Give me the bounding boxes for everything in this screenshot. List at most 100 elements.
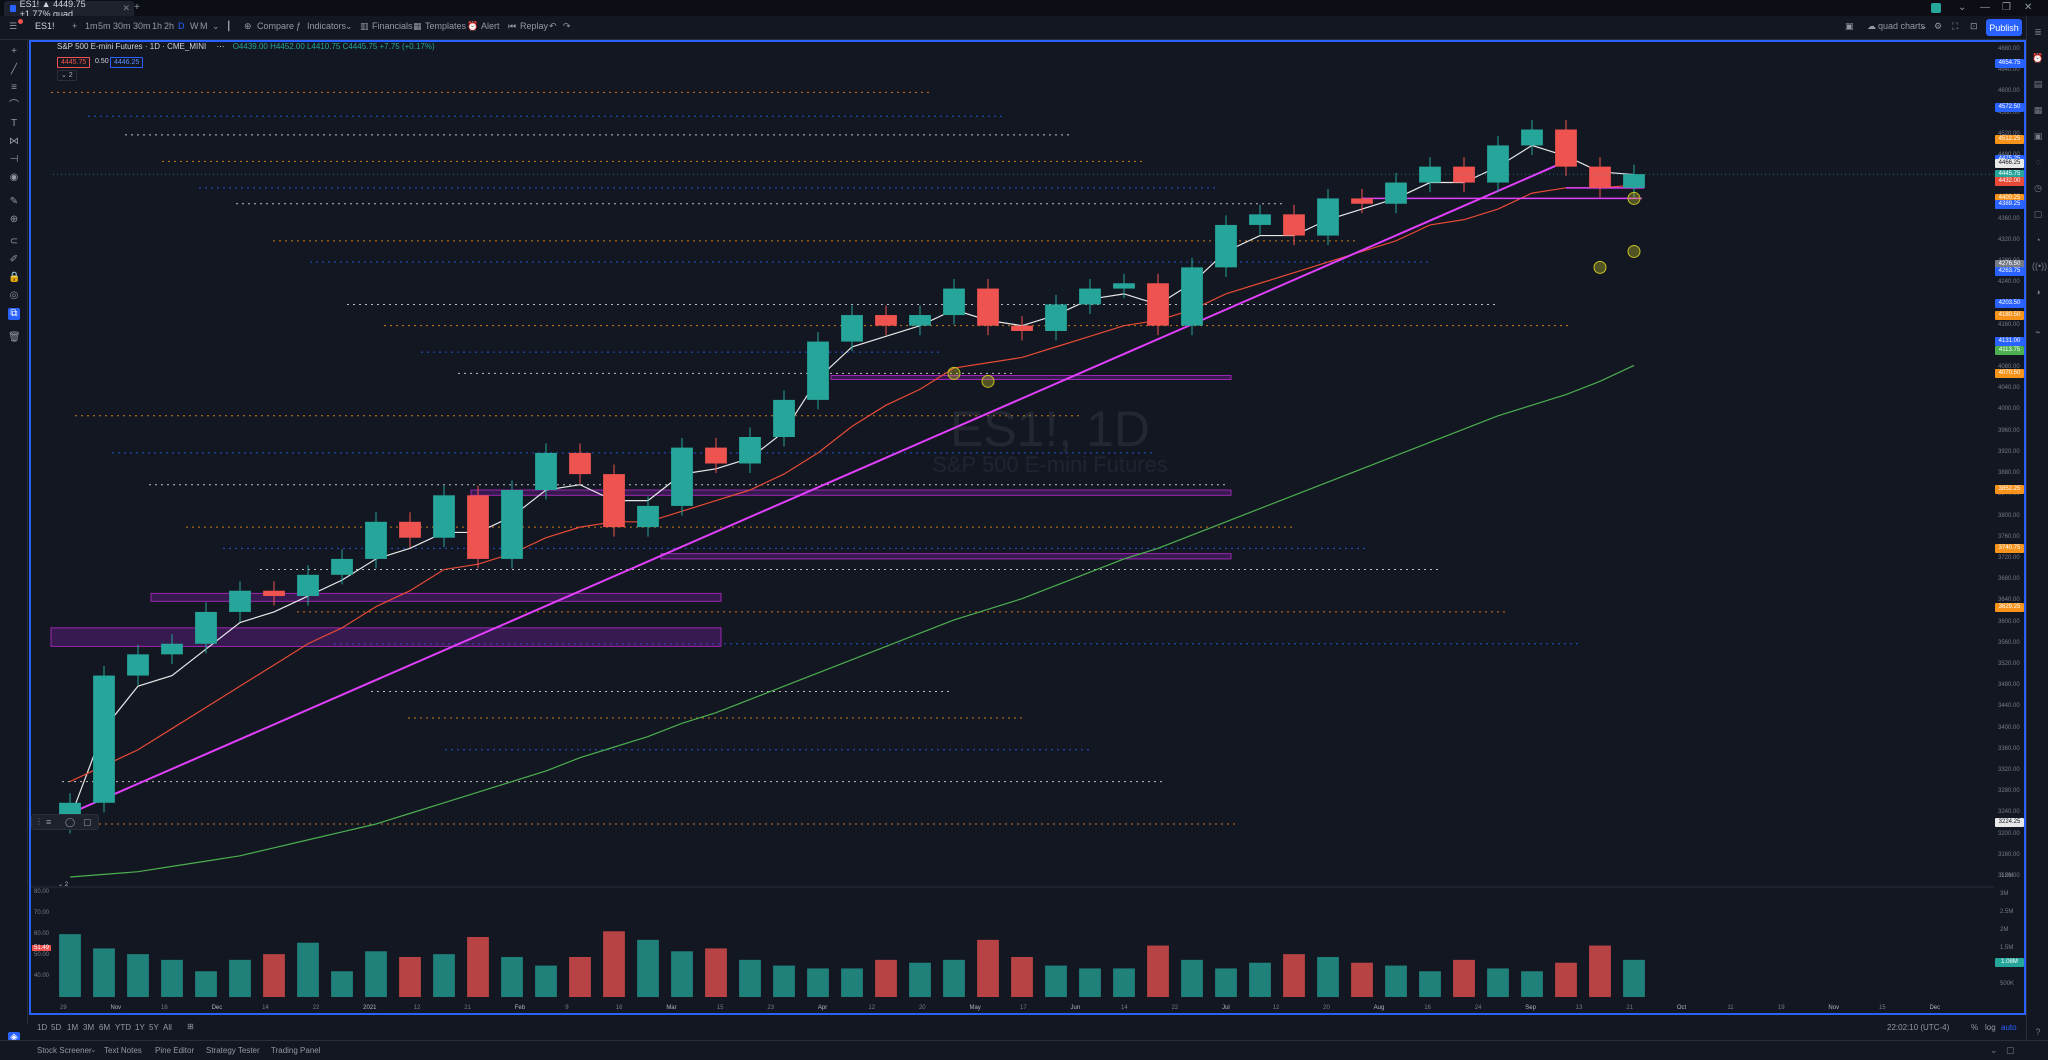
close-tab-icon[interactable]: ✕ — [122, 3, 130, 13]
price-axis-tag[interactable]: 4432.00 — [1995, 177, 2024, 187]
replay-button[interactable]: Replay — [520, 21, 549, 31]
hotlist-icon[interactable]: ▦ — [2033, 105, 2043, 115]
trendline-icon[interactable]: ╱ — [10, 64, 18, 75]
left-axis-tag[interactable]: 51.49 — [32, 945, 52, 951]
interval-2h[interactable]: 2h — [164, 21, 175, 31]
volume-axis-tag[interactable]: 1.08M — [1995, 958, 2024, 967]
price-axis-tag[interactable]: 3629.25 — [1995, 603, 2024, 613]
hide-drawings-icon[interactable]: ◎ — [9, 290, 19, 301]
price-axis-tag[interactable]: 4203.50 — [1995, 298, 2024, 308]
price-axis-tag[interactable]: 3224.25 — [1995, 817, 2024, 827]
interval-5m[interactable]: 5m — [98, 21, 111, 31]
price-axis-tag[interactable]: 4070.50 — [1995, 369, 2024, 379]
line-style-icon[interactable]: ≡ — [46, 817, 52, 827]
drag-handle-icon[interactable]: ⋮ — [35, 817, 43, 826]
signal-icon[interactable]: ((•)) — [2032, 261, 2048, 271]
alerts-icon[interactable]: ⏰ — [2032, 53, 2044, 63]
price-axis-tag[interactable]: 4113.75 — [1995, 346, 2024, 356]
legend-more-icon[interactable]: ⋯ — [216, 42, 225, 51]
price-axis-tag[interactable]: 4466.25 — [1995, 159, 2024, 169]
financials-button[interactable]: Financials — [372, 21, 413, 31]
streams-icon[interactable]: ◷ — [2034, 183, 2042, 193]
range-ytd[interactable]: YTD — [115, 1023, 131, 1032]
symbol-title[interactable]: S&P 500 E-mini Futures · 1D · CME_MINI — [57, 42, 207, 51]
buy-price-box[interactable]: 4446.25 — [110, 57, 144, 68]
indicators-collapse-toggle[interactable]: ⌄ 2 — [57, 70, 77, 81]
indicators-button[interactable]: Indicators — [307, 21, 347, 31]
interval-d[interactable]: D — [178, 21, 185, 31]
lock-icon[interactable]: 🔒 — [8, 272, 21, 283]
price-axis-tag[interactable]: 4512.25 — [1995, 134, 2024, 144]
alert-icon[interactable]: ⏰ — [467, 21, 479, 31]
compare-button[interactable]: Compare — [257, 21, 295, 31]
date-range-icon[interactable]: ⊞ — [187, 1022, 194, 1031]
price-axis-tag[interactable]: 3740.75 — [1995, 543, 2024, 553]
object-tree-icon[interactable]: ⧉ — [8, 308, 20, 320]
layout-name[interactable]: quad charts — [1878, 21, 1926, 31]
undo-icon[interactable]: ↶ — [549, 21, 557, 31]
account-avatar-icon[interactable] — [1931, 3, 1941, 13]
maximize-panel-icon[interactable]: ▢ — [2006, 1045, 2015, 1055]
templates-icon[interactable]: ▦ — [413, 21, 422, 31]
financials-icon[interactable]: ▥ — [360, 21, 369, 31]
text-tool-icon[interactable]: T — [10, 118, 18, 129]
range-1m[interactable]: 1M — [67, 1023, 79, 1032]
price-axis-tag[interactable]: 4400.25 — [1995, 194, 2024, 204]
redo-icon[interactable]: ↷ — [563, 21, 571, 31]
screener-dropdown-icon[interactable]: ⌄ — [90, 1045, 97, 1054]
chats-icon[interactable]: ▢ — [2033, 209, 2043, 219]
camera-icon[interactable]: ⊡ — [1970, 21, 1978, 31]
help-icon[interactable]: ? — [2035, 1027, 2041, 1037]
range-3m[interactable]: 3M — [83, 1023, 95, 1032]
settings-gear-icon[interactable]: ⚙ — [1934, 21, 1943, 31]
price-axis-tag[interactable]: 4654.75 — [1995, 59, 2024, 69]
clock-readout[interactable]: 22:02:10 (UTC-4) — [1887, 1023, 1950, 1032]
interval-m[interactable]: M — [200, 21, 208, 31]
interval-30m[interactable]: 30m — [113, 21, 131, 31]
range-5d[interactable]: 5D — [51, 1023, 62, 1032]
rectangle-icon[interactable]: ▢ — [83, 817, 92, 827]
chart-tab[interactable]: ES1! ▲ 4449.75 +1.77% quad ✕ — [4, 0, 134, 19]
menu-icon[interactable]: ☰ — [9, 21, 18, 31]
price-axis-tag[interactable]: 4572.50 — [1995, 102, 2024, 112]
strategy-tester-tab[interactable]: Strategy Tester — [206, 1046, 260, 1055]
range-1y[interactable]: 1Y — [135, 1023, 145, 1032]
price-axis-tag[interactable]: 4263.75 — [1995, 266, 2024, 276]
crosshair-icon[interactable]: + — [11, 46, 17, 57]
order-panel-icon[interactable]: ◑ — [2035, 287, 2041, 297]
range-all[interactable]: All — [163, 1023, 172, 1032]
close-window-button[interactable]: ✕ — [2024, 2, 2033, 13]
symbol-search[interactable]: ES1! — [35, 21, 55, 31]
prediction-icon[interactable]: ⊣ — [9, 154, 19, 165]
stay-in-drawing-mode-icon[interactable]: ✐ — [9, 254, 19, 265]
indicator-templates-dropdown-icon[interactable]: ⌄ — [345, 21, 353, 31]
interval-dropdown-icon[interactable]: ⌄ — [212, 21, 220, 31]
sell-price-box[interactable]: 4445.75 — [57, 57, 91, 68]
eye-icon[interactable]: ◉ — [9, 172, 19, 183]
price-axis-tag[interactable]: 4445.75 — [1995, 170, 2024, 180]
data-window-icon[interactable]: ▤ — [2033, 79, 2043, 89]
replay-icon[interactable]: ⏮ — [508, 21, 517, 31]
interval-30m-b[interactable]: 30m — [133, 21, 151, 31]
fullscreen-icon[interactable]: ⛶ — [1952, 21, 1959, 31]
chart-pane[interactable] — [29, 40, 2026, 1015]
minimize-window-button[interactable]: — — [1980, 2, 1990, 13]
layout-select-icon[interactable]: ▣ — [1845, 21, 1854, 31]
price-axis-tag[interactable]: 4276.50 — [1995, 259, 2024, 269]
price-axis-tag[interactable]: 4131.00 — [1995, 337, 2024, 347]
price-axis-tag[interactable]: 4475.25 — [1995, 154, 2024, 164]
interval-1m[interactable]: 1m — [85, 21, 98, 31]
text-notes-tab[interactable]: Text Notes — [104, 1046, 142, 1055]
layout-dropdown-icon[interactable]: ⌄ — [1920, 21, 1928, 31]
alert-button[interactable]: Alert — [481, 21, 500, 31]
brush-icon[interactable]: ⌒ — [9, 100, 19, 111]
new-tab-button[interactable]: + — [134, 2, 140, 13]
notifications-icon[interactable]: ◔ — [2035, 235, 2041, 245]
range-1d[interactable]: 1D — [37, 1023, 48, 1032]
fib-retracement-icon[interactable]: ≡ — [11, 82, 17, 93]
range-5y[interactable]: 5Y — [149, 1023, 159, 1032]
maximize-window-button[interactable]: ❐ — [2002, 2, 2011, 13]
zoom-in-icon[interactable]: ⊕ — [9, 214, 19, 225]
indicators-icon[interactable]: ƒ — [296, 21, 302, 31]
shape-icon[interactable]: ◯ — [65, 817, 76, 827]
